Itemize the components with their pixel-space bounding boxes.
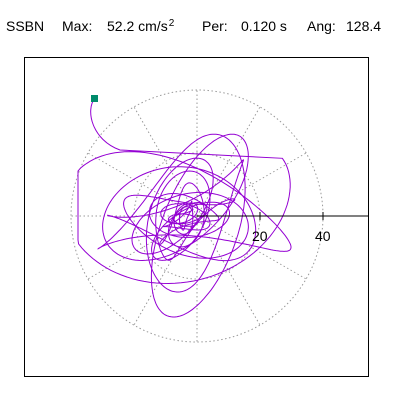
radial-lines <box>71 90 307 342</box>
angle-value: 128.4 <box>346 18 382 34</box>
period-label: Per: <box>202 18 228 34</box>
max-exponent: 2 <box>168 18 175 29</box>
particle-motion-trace <box>77 97 292 318</box>
max-label: Max: <box>62 18 93 34</box>
radial-line <box>196 215 307 280</box>
station-code: SSBN <box>6 18 45 34</box>
tick-label-20: 20 <box>252 228 268 244</box>
max-value: 52.2 cm/s 2 <box>107 18 174 34</box>
tick-label-40: 40 <box>315 228 331 244</box>
radial-line <box>196 106 261 217</box>
period-value: 0.120 s <box>241 18 287 34</box>
angle-label: Ang: <box>307 18 336 34</box>
radial-line <box>87 152 198 217</box>
radial-line <box>133 106 198 217</box>
max-value-text: 52.2 cm/s <box>107 18 168 34</box>
trace <box>77 97 292 318</box>
radial-line <box>196 152 307 217</box>
title-bar: SSBN Max: 52.2 cm/s 2 Per: 0.120 s Ang: 1… <box>6 18 400 40</box>
square-marker-icon <box>91 95 98 102</box>
hodogram-plot-frame <box>24 57 369 377</box>
radial-line <box>87 215 198 280</box>
